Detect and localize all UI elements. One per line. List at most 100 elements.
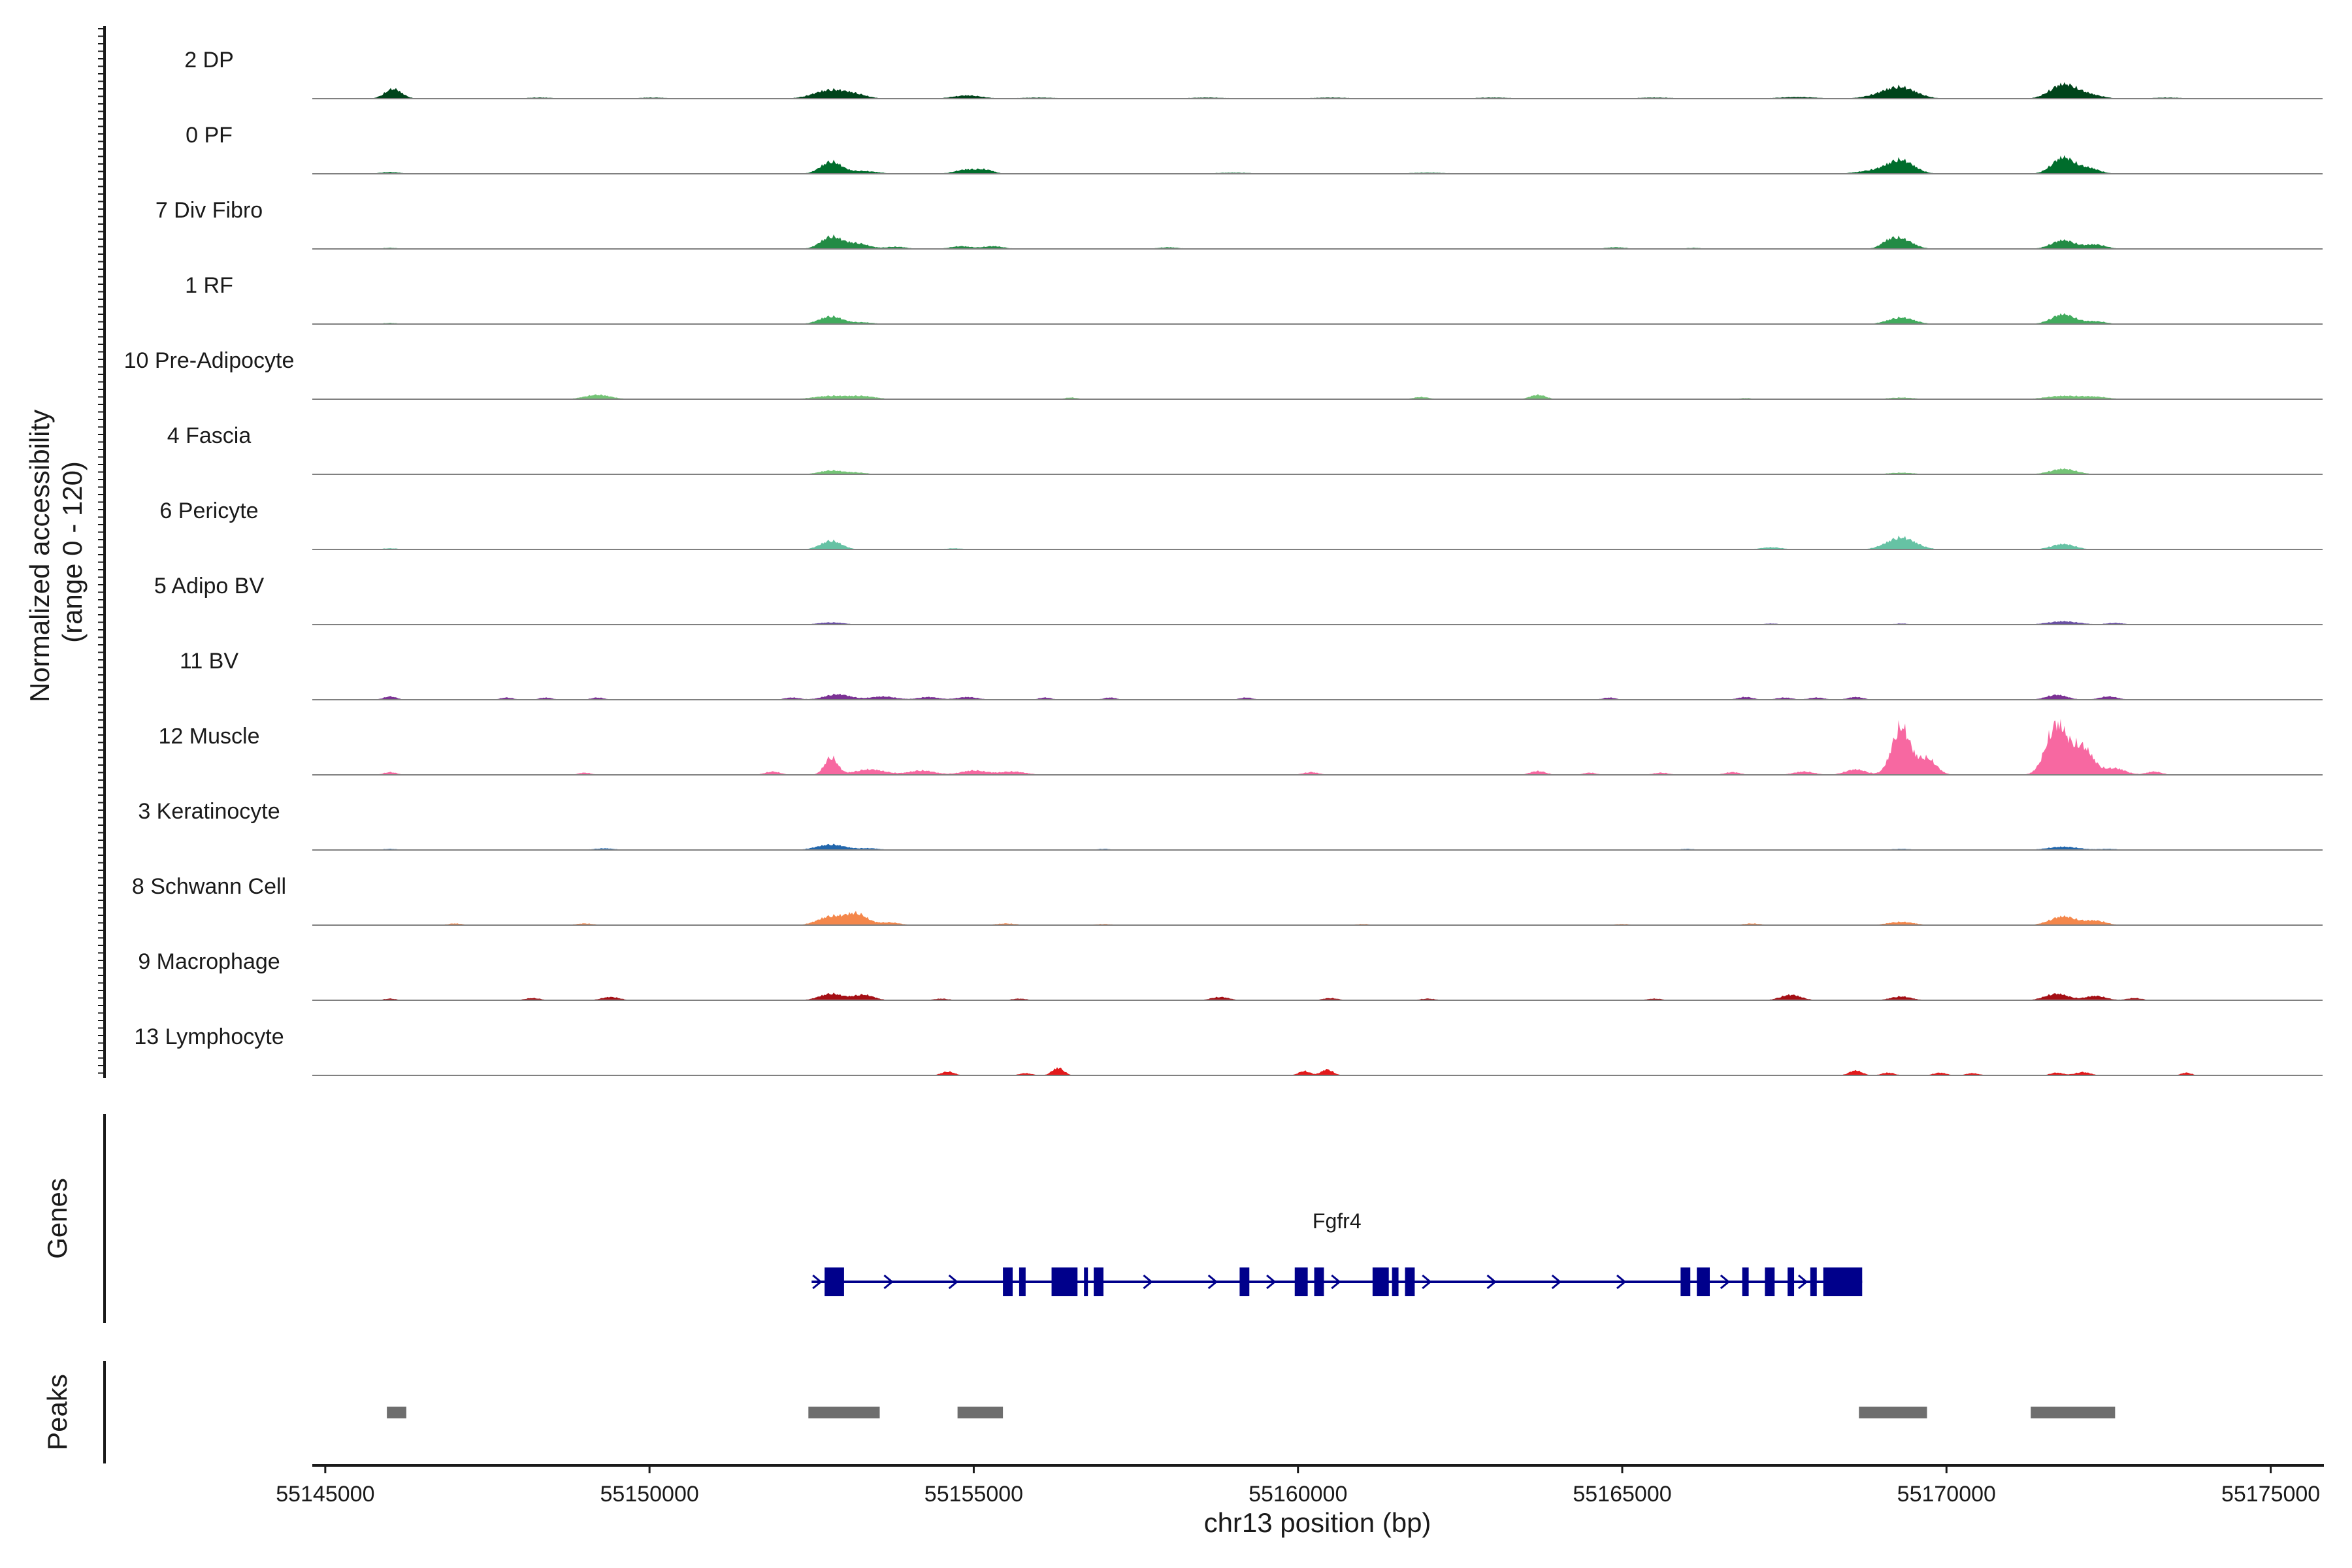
track-label: 12 Muscle bbox=[159, 724, 260, 749]
strand-arrow bbox=[1207, 1274, 1218, 1290]
coverage-area bbox=[312, 313, 2323, 324]
strand-arrow bbox=[1143, 1274, 1153, 1290]
strand-arrow bbox=[1486, 1274, 1497, 1290]
track-7: 6 Pericyte bbox=[159, 498, 2323, 550]
track-2: 0 PF bbox=[186, 123, 2323, 174]
coverage-area bbox=[312, 843, 2323, 850]
coverage-area bbox=[312, 693, 2323, 700]
track-label: 1 RF bbox=[185, 273, 233, 298]
coverage-area bbox=[312, 155, 2323, 174]
exon bbox=[1019, 1267, 1026, 1296]
strand-arrow bbox=[1331, 1274, 1341, 1290]
peak-regions bbox=[387, 1407, 2115, 1418]
strand-arrow bbox=[1797, 1274, 1808, 1290]
y-axis-ticks bbox=[98, 28, 105, 1074]
track-11: 3 Keratinocyte bbox=[138, 799, 2323, 851]
peak-region bbox=[2031, 1407, 2115, 1418]
track-13: 9 Macrophage bbox=[138, 949, 2323, 1001]
exon bbox=[1084, 1267, 1088, 1296]
strand-arrow bbox=[812, 1274, 823, 1290]
track-10: 12 Muscle bbox=[159, 719, 2323, 776]
track-8: 5 Adipo BV bbox=[154, 574, 2323, 625]
exon bbox=[1392, 1267, 1399, 1296]
coverage-area bbox=[312, 468, 2323, 474]
strand-arrow bbox=[1551, 1274, 1562, 1290]
exon bbox=[1372, 1267, 1389, 1296]
strand-arrow bbox=[1266, 1274, 1277, 1290]
x-tick-label: 55145000 bbox=[276, 1482, 374, 1507]
exon bbox=[1051, 1267, 1078, 1296]
exon bbox=[1765, 1267, 1775, 1296]
gene-model bbox=[811, 1267, 1863, 1296]
track-label: 9 Macrophage bbox=[138, 949, 280, 974]
exon bbox=[1788, 1267, 1795, 1296]
track-label: 7 Div Fibro bbox=[155, 198, 263, 223]
track-4: 1 RF bbox=[185, 273, 2323, 325]
genes-track-label: Genes bbox=[42, 1178, 73, 1259]
coverage-area bbox=[312, 234, 2323, 249]
gene-name-label: Fgfr4 bbox=[1313, 1209, 1362, 1233]
peak-region bbox=[808, 1407, 880, 1418]
track-label: 2 DP bbox=[184, 48, 234, 73]
strand-arrow bbox=[1616, 1274, 1627, 1290]
coverage-area bbox=[312, 621, 2323, 625]
y-axis-label-line1: Normalized accessibility bbox=[24, 410, 55, 702]
track-label: 6 Pericyte bbox=[159, 498, 258, 523]
exon bbox=[1823, 1267, 1863, 1296]
exon bbox=[1314, 1267, 1324, 1296]
exon bbox=[1294, 1267, 1308, 1296]
exon bbox=[1003, 1267, 1013, 1296]
track-label: 8 Schwann Cell bbox=[132, 874, 286, 899]
strand-arrow bbox=[1422, 1274, 1432, 1290]
track-label: 3 Keratinocyte bbox=[138, 799, 280, 824]
peak-region bbox=[387, 1407, 406, 1418]
coverage-area bbox=[312, 535, 2323, 549]
accessibility-tracks: 2 DP 0 PF 7 Div Fibro 1 RF 10 Pre-Adipocyte 4… bbox=[124, 48, 2323, 1076]
coverage-area bbox=[312, 992, 2323, 1000]
exon bbox=[825, 1267, 844, 1296]
y-axis: Normalized accessibility (range 0 - 120) bbox=[24, 26, 106, 1078]
track-9: 11 BV bbox=[180, 649, 2323, 700]
exon bbox=[1697, 1267, 1710, 1296]
strand-arrow bbox=[1720, 1274, 1731, 1290]
y-axis-label: Normalized accessibility (range 0 - 120) bbox=[24, 402, 88, 702]
track-1: 2 DP bbox=[184, 48, 2323, 99]
track-label: 13 Lymphocyte bbox=[134, 1024, 284, 1049]
track-label: 11 BV bbox=[180, 649, 238, 674]
track-5: 10 Pre-Adipocyte bbox=[124, 348, 2323, 400]
track-label: 4 Fascia bbox=[167, 423, 252, 448]
track-label: 0 PF bbox=[186, 123, 233, 148]
exon bbox=[1405, 1267, 1415, 1296]
track-label: 5 Adipo BV bbox=[154, 574, 265, 598]
coverage-area bbox=[312, 719, 2323, 775]
exon bbox=[1742, 1267, 1749, 1296]
x-tick-label: 55160000 bbox=[1249, 1482, 1347, 1507]
exon bbox=[1810, 1267, 1817, 1296]
exon bbox=[1680, 1267, 1691, 1296]
x-tick-label: 55155000 bbox=[924, 1482, 1023, 1507]
track-label: 10 Pre-Adipocyte bbox=[124, 348, 295, 373]
x-axis: 55145000 55150000 55155000 55160000 55165000… bbox=[276, 1464, 2324, 1538]
track-3: 7 Div Fibro bbox=[155, 198, 2323, 250]
peaks-track-label: Peaks bbox=[42, 1374, 73, 1450]
coverage-area bbox=[312, 394, 2323, 399]
coverage-area bbox=[312, 911, 2323, 925]
x-tick-label: 55175000 bbox=[2221, 1482, 2320, 1507]
peak-region bbox=[957, 1407, 1004, 1418]
y-axis-label-line2: (range 0 - 120) bbox=[57, 461, 88, 643]
track-6: 4 Fascia bbox=[167, 423, 2323, 475]
track-12: 8 Schwann Cell bbox=[132, 874, 2323, 926]
x-axis-ticks: 55145000 55150000 55155000 55160000 55165000… bbox=[276, 1465, 2320, 1507]
peaks-track: Peaks bbox=[42, 1361, 2115, 1463]
strand-arrow bbox=[883, 1274, 894, 1290]
exon bbox=[1094, 1267, 1103, 1296]
x-tick-label: 55150000 bbox=[600, 1482, 699, 1507]
strand-arrow bbox=[948, 1274, 958, 1290]
coverage-area bbox=[312, 1067, 2323, 1075]
coverage-area bbox=[312, 82, 2323, 99]
track-14: 13 Lymphocyte bbox=[134, 1024, 2323, 1076]
x-tick-label: 55170000 bbox=[1897, 1482, 1996, 1507]
x-tick-label: 55165000 bbox=[1573, 1482, 1671, 1507]
exon bbox=[1239, 1267, 1250, 1296]
